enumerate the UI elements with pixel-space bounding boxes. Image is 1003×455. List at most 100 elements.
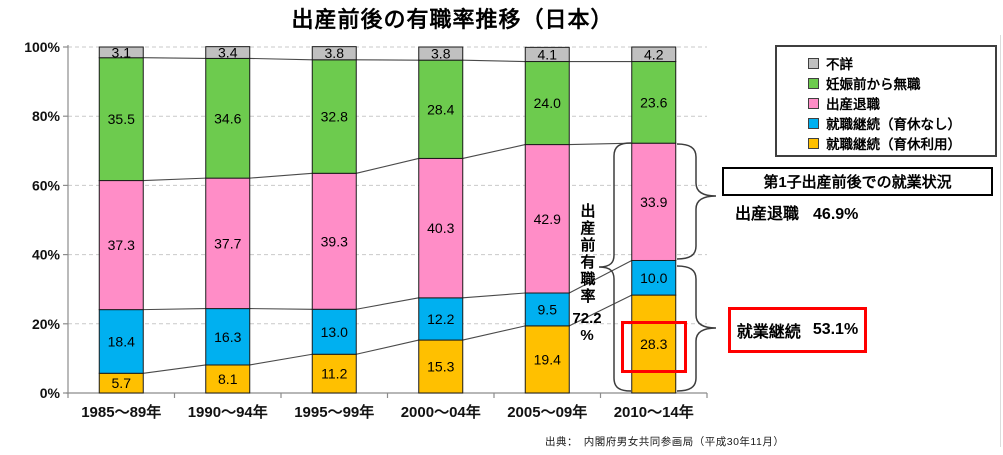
bar-segment <box>311 308 357 355</box>
connector-line <box>569 294 632 327</box>
bar-value-label: 12.2 <box>427 311 454 327</box>
bar-value-label: 3.1 <box>112 44 132 60</box>
connector-line <box>356 157 419 174</box>
continue-annotation-box: 就業継続 53.1% <box>728 307 867 353</box>
connector-line <box>462 144 526 159</box>
y-axis-label: 0% <box>40 385 61 401</box>
bar-value-label: 23.6 <box>640 94 667 110</box>
employment-status-header-box: 第1子出産前後での就業状況 <box>722 167 993 196</box>
quit-label: 出産退職 <box>735 206 800 223</box>
connector-line <box>568 259 633 294</box>
legend-swatch <box>808 77 819 89</box>
right-edge-line <box>1000 35 1001 447</box>
legend-swatch <box>808 137 819 149</box>
legend: 不詳 妊娠前から無職出産退職 就職継続（育休なし） 就職継続（育休利用） <box>775 45 997 157</box>
bar-value-label: 28.4 <box>427 101 454 117</box>
legend-label: 出産退職 <box>826 97 880 112</box>
bar-value-label: 33.9 <box>640 194 667 210</box>
bar-segment <box>524 292 570 327</box>
y-axis-label: 80% <box>32 108 61 124</box>
quit-value: 46.9% <box>813 206 859 223</box>
bar-value-label: 3.8 <box>325 45 345 61</box>
legend-label: 不詳 <box>826 57 853 72</box>
connector-line <box>143 364 206 374</box>
bar-value-label: 4.1 <box>538 46 558 62</box>
legend-swatch <box>808 57 819 69</box>
legend-swatch <box>808 97 819 109</box>
bar-value-label: 3.8 <box>431 46 451 62</box>
bar-segment <box>418 59 464 159</box>
bar-segment <box>311 59 357 174</box>
bar-segment <box>98 57 144 182</box>
x-axis-label: 2010～14年 <box>614 403 694 421</box>
connector-line <box>143 308 206 311</box>
bar-segment <box>631 259 677 296</box>
y-axis-label: 40% <box>32 247 61 263</box>
connector-line <box>569 142 632 146</box>
bar-value-label: 10.0 <box>640 270 667 286</box>
bar-value-label: 24.0 <box>534 95 561 111</box>
chart-plot-area: 100% 80% 60% 40% 20% 0% 5.7 18.4 37.3 35.5 3.1 1985… <box>24 39 708 421</box>
connector-line <box>462 325 526 341</box>
bar-value-label: 13.0 <box>321 324 348 340</box>
bar-segment <box>631 61 677 144</box>
source-note: 出典： 内閣府男女共同参画局（平成30年11月） <box>545 436 785 448</box>
bar-segment <box>205 57 251 179</box>
legend-label: 就職継続（育休利用） <box>826 137 961 152</box>
bar-value-label: 15.3 <box>427 359 454 375</box>
bar-segment <box>418 297 464 341</box>
chart-title: 出産前後の有職率推移（日本） <box>291 7 614 32</box>
x-axis-label: 1990～94年 <box>188 403 268 421</box>
bar-value-label: 19.4 <box>534 351 561 367</box>
bar-segment <box>418 157 464 299</box>
bar-segment <box>524 61 570 146</box>
bar-value-label: 8.1 <box>218 371 238 387</box>
legend-item: 就職継続（育休なし） <box>808 113 995 133</box>
legend-item: 妊娠前から無職 <box>808 73 995 93</box>
brace-pre-birth-employment <box>598 142 632 392</box>
x-axis-label: 2005～09年 <box>507 403 587 421</box>
bar-value-label: 40.3 <box>427 220 454 236</box>
bar-segment <box>98 180 144 311</box>
pre-birth-unit: % <box>580 327 594 344</box>
x-axis-label: 2000～04年 <box>401 403 481 421</box>
bar-value-label: 5.7 <box>112 375 132 391</box>
bar-value-label: 4.2 <box>644 46 664 62</box>
connector-line <box>249 353 313 366</box>
connector-line <box>143 57 206 59</box>
bar-value-label: 35.5 <box>108 111 135 127</box>
bar-value-label: 32.8 <box>321 109 348 125</box>
bar-value-label: 16.3 <box>214 329 241 345</box>
bar-segment <box>631 294 677 394</box>
bar-segment <box>524 325 570 394</box>
connector-line <box>356 297 419 310</box>
pre-birth-value: 72.2 <box>572 310 602 327</box>
legend-item: 出産退職 <box>808 93 995 113</box>
bar-value-label: 37.3 <box>108 237 135 253</box>
legend-item: 不詳 <box>808 53 995 73</box>
bar-segment <box>524 46 570 63</box>
bar-value-label: 37.7 <box>214 235 241 251</box>
bar-value-label: 9.5 <box>538 301 558 317</box>
connector-line <box>249 172 313 179</box>
pre-birth-employment-annotation: 出産前有職率 72.2 % <box>564 203 610 344</box>
continue-value: 53.1% <box>812 321 859 338</box>
continue-label: 就業継続 <box>736 324 801 341</box>
bar-segment <box>205 46 251 59</box>
y-axis-label: 60% <box>32 177 61 193</box>
bar-value-label: 42.9 <box>534 211 561 227</box>
highlight-283-box <box>621 321 687 373</box>
connector-line <box>249 308 313 310</box>
bar-value-label: 3.4 <box>218 45 238 61</box>
bar-value-label: 28.3 <box>640 336 667 352</box>
bar-segment <box>311 172 357 310</box>
connector-line <box>143 177 206 182</box>
bar-segment <box>631 46 677 63</box>
bar-segment <box>205 364 251 394</box>
bar-segment <box>98 309 144 374</box>
bar-value-label: 39.3 <box>321 233 348 249</box>
brace-continue-segments <box>676 265 717 392</box>
bar-segment <box>418 46 464 61</box>
